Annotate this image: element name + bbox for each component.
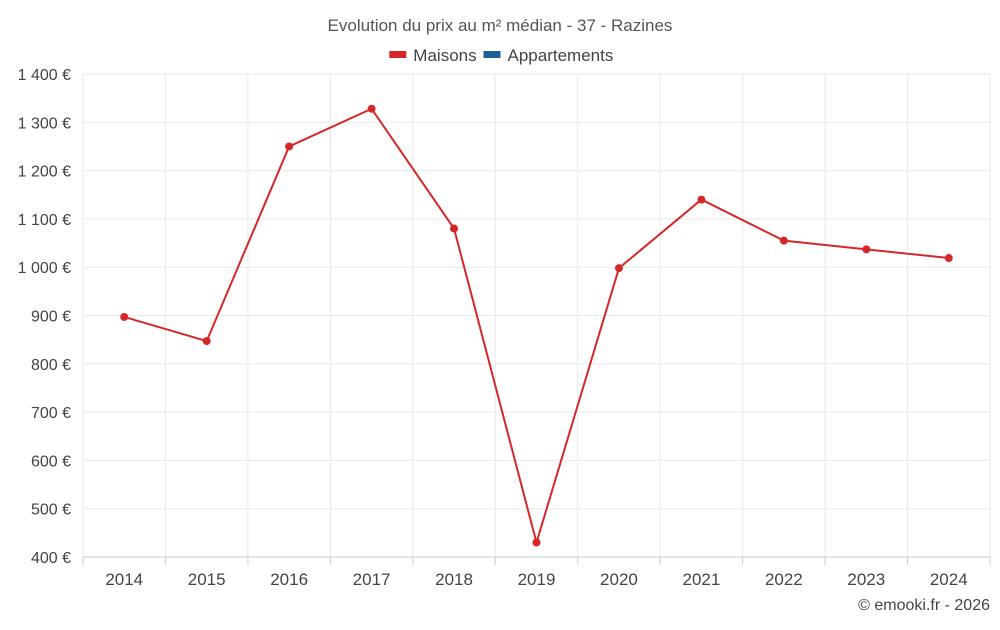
data-point-2021[interactable] [697,195,706,204]
y-tick-label: 1 000 € [18,260,71,277]
y-tick-label: 1 300 € [18,115,71,132]
data-point-2017[interactable] [367,104,376,113]
legend-item-maisons[interactable]: Maisons [389,46,477,65]
y-tick-label: 700 € [31,405,71,422]
series-layer [120,104,953,547]
x-tick-label: 2019 [518,570,556,589]
data-point-2023[interactable] [862,245,871,254]
y-tick-label: 400 € [31,550,71,567]
x-tick-label: 2024 [930,570,968,589]
credit-text: © emooki.fr - 2026 [858,597,990,614]
x-tick-label: 2018 [435,570,473,589]
legend-label: Maisons [413,46,476,65]
y-gridlines [83,73,990,510]
y-tick-label: 1 100 € [18,212,71,229]
x-axis-ticks: 2014 2015 2016 2017 2018 2019 2020 2021 2022 2023… [82,557,991,589]
data-point-2018[interactable] [450,224,459,233]
legend-item-appartements[interactable]: Appartements [483,46,614,65]
y-axis-ticks: 400 € 500 € 600 € 700 € 800 € 900 € 1 000 € 1 1… [18,67,71,567]
x-tick-label: 2017 [353,570,391,589]
x-tick-label: 2023 [847,570,885,589]
data-point-2020[interactable] [614,264,623,273]
x-gridlines [82,74,991,557]
legend: Maisons Appartements [389,46,613,65]
x-tick-label: 2014 [105,570,143,589]
y-tick-label: 800 € [31,357,71,374]
y-tick-label: 1 200 € [18,164,71,181]
data-point-2019[interactable] [532,538,541,547]
y-tick-label: 900 € [31,309,71,326]
data-point-2015[interactable] [202,337,211,346]
chart-title: Evolution du prix au m² médian - 37 - Ra… [328,16,673,35]
legend-swatch [483,51,501,58]
y-tick-label: 600 € [31,453,71,470]
data-point-2014[interactable] [120,312,129,321]
x-tick-label: 2022 [765,570,803,589]
x-tick-label: 2020 [600,570,638,589]
x-tick-label: 2021 [682,570,720,589]
x-tick-label: 2016 [270,570,308,589]
data-point-2022[interactable] [779,236,788,245]
y-tick-label: 1 400 € [18,67,71,84]
y-tick-label: 500 € [31,502,71,519]
legend-label: Appartements [508,46,614,65]
legend-swatch [389,51,407,58]
data-point-2024[interactable] [944,254,953,263]
x-tick-label: 2015 [188,570,226,589]
data-point-2016[interactable] [285,142,294,151]
